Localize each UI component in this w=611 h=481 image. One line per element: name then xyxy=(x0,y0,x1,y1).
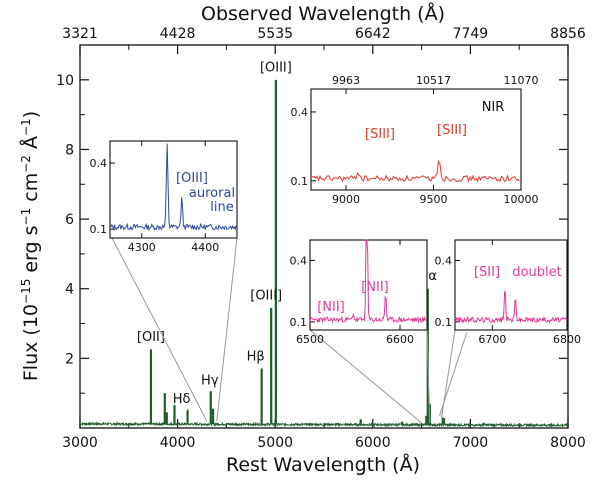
top-tick-label: 3321 xyxy=(62,26,98,42)
y-title-part: Flux (10 xyxy=(20,304,42,381)
y-title-sup: −2 xyxy=(19,155,33,173)
y-tick-label: 8 xyxy=(65,142,74,158)
y-title-sup: −15 xyxy=(19,279,33,304)
inset-x-tick-label: 10000 xyxy=(504,193,539,206)
y-tick-label: 2 xyxy=(65,351,74,367)
inset-frame xyxy=(109,140,238,239)
y-title-part: erg s xyxy=(20,225,42,278)
inset-label: [OIII] xyxy=(176,171,208,186)
zoom-connector xyxy=(216,237,238,422)
x-tick-label: 7000 xyxy=(453,435,489,451)
top-tick-label: 6642 xyxy=(355,26,391,42)
top-tick-label: 5535 xyxy=(257,26,293,42)
inset-label: [SII] xyxy=(474,265,500,280)
inset-x-tick-label: 9500 xyxy=(420,193,448,206)
inset-frame xyxy=(454,239,568,331)
line-annotation: Hβ xyxy=(247,349,265,364)
y-title-part: Å xyxy=(19,136,42,155)
inset-label: auroral xyxy=(189,186,235,201)
line-annotation: [OIII] xyxy=(260,60,292,75)
inset-spectrum xyxy=(309,239,427,324)
inset-x-tick-label: 6600 xyxy=(386,333,414,346)
inset-label: line xyxy=(210,200,233,215)
inset-y-tick-label: 0.4 xyxy=(290,254,308,267)
x-tick-label: 5000 xyxy=(257,435,293,451)
line-annotation: Hγ xyxy=(201,374,219,389)
inset-spectrum xyxy=(109,143,237,231)
inset-frame xyxy=(310,88,522,191)
inset-top-tick-label: 10517 xyxy=(416,74,451,87)
inset-spectrum xyxy=(454,291,568,324)
inset-y-tick-label: 0.1 xyxy=(291,175,309,188)
y-title-sup: −1 xyxy=(19,208,33,226)
inset-y-tick-label: 0.4 xyxy=(291,106,309,119)
inset-x-tick-label: 4300 xyxy=(128,241,156,254)
zoom-connector xyxy=(438,331,468,417)
line-annotation: Hδ xyxy=(173,392,191,407)
x-tick-label: 4000 xyxy=(160,435,196,451)
inset-top-tick-label: 11070 xyxy=(504,74,539,87)
inset-x-tick-label: 6500 xyxy=(296,333,324,346)
inset-x-tick-label: 6700 xyxy=(478,333,506,346)
line-annotation: [OIII] xyxy=(250,288,282,303)
inset-label: [NII] xyxy=(361,280,389,295)
y-axis-title: Flux (10−15 erg s−1 cm−2 Å−1) xyxy=(19,111,42,381)
line-annotation: [OII] xyxy=(137,330,165,345)
y-tick-label: 4 xyxy=(65,282,74,298)
inset-x-tick-label: 6800 xyxy=(553,333,581,346)
zoom-connector xyxy=(309,329,423,424)
inset-x-tick-label: 4400 xyxy=(191,241,219,254)
top-tick-label: 4428 xyxy=(160,26,196,42)
inset-spectrum xyxy=(310,159,520,183)
top-tick-label: 8856 xyxy=(550,26,586,42)
inset-nir-tag: NIR xyxy=(482,100,505,115)
inset-top-tick-label: 9963 xyxy=(332,74,360,87)
y-tick-label: 6 xyxy=(65,212,74,228)
inset-y-tick-label: 0.1 xyxy=(90,223,108,236)
x-tick-label: 8000 xyxy=(550,435,586,451)
inset-y-tick-label: 0.4 xyxy=(435,254,453,267)
y-title-sup: −1 xyxy=(19,118,33,136)
inset-y-tick-label: 0.1 xyxy=(435,316,453,329)
inset-sii-doublet: 6700 6800 0.1 0.4 [SII] doublet xyxy=(435,239,581,419)
main-plot: 3000 3321 4000 4428 5000 5535 6000 6642 7000 7749… xyxy=(56,26,586,451)
spectrum-line xyxy=(79,80,569,429)
y-title-part: ) xyxy=(20,111,42,118)
inset-label: [NII] xyxy=(317,300,345,315)
y-title-part: cm xyxy=(20,173,42,208)
top-tick-label: 7749 xyxy=(453,26,489,42)
inset-label: [SIII] xyxy=(437,123,467,138)
inset-y-tick-label: 0.4 xyxy=(90,157,108,170)
zoom-connector xyxy=(111,237,208,422)
x-tick-label: 3000 xyxy=(62,435,98,451)
x-axis-title: Rest Wavelength (Å) xyxy=(226,453,420,476)
y-tick-label: 10 xyxy=(56,73,74,89)
inset-nir: 9000 9500 10000 0.1 0.4 9963 10517 11070 [SIII] [… xyxy=(291,74,539,206)
x-tick-label: 6000 xyxy=(355,435,391,451)
inset-x-tick-label: 9000 xyxy=(332,193,360,206)
inset-y-tick-label: 0.1 xyxy=(290,316,308,329)
inset-label: doublet xyxy=(512,265,561,280)
inset-label: [SIII] xyxy=(365,127,395,142)
zoom-connector xyxy=(426,329,431,424)
inset-nii-halpha: 6500 6600 0.1 0.4 [NII] [NII] xyxy=(290,239,431,424)
top-axis-title: Observed Wavelength (Å) xyxy=(201,2,445,25)
